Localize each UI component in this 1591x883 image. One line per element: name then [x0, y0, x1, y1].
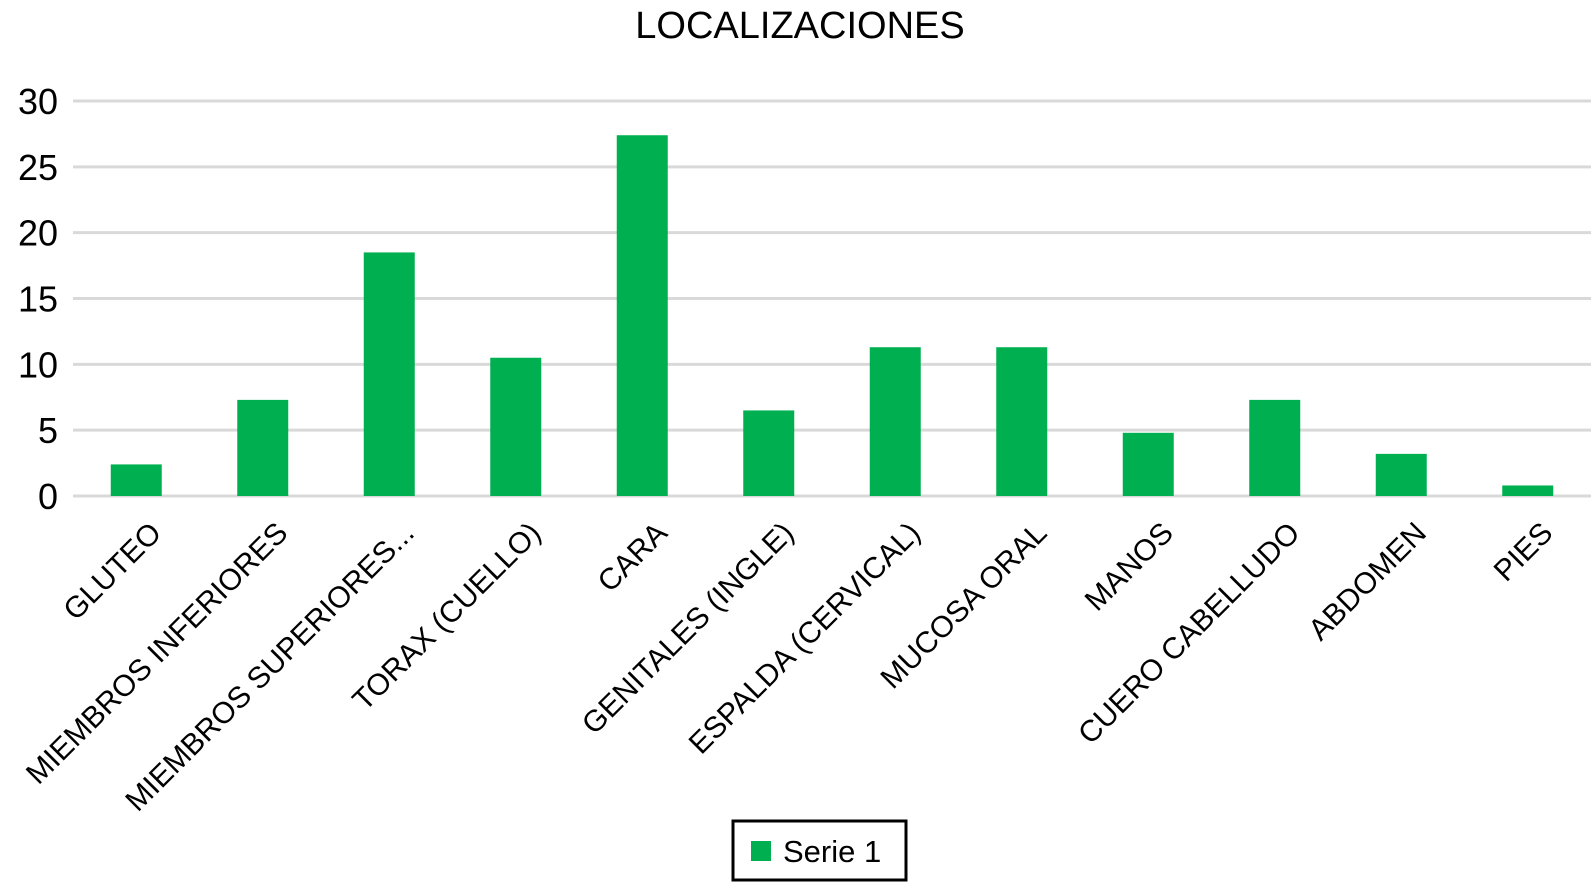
- x-tick-label: ESPALDA (CERVICAL): [683, 516, 927, 760]
- bar-6: [869, 347, 921, 496]
- x-tick-label: ABDOMEN: [1302, 516, 1433, 647]
- bar-5: [743, 410, 795, 496]
- bar-8: [1122, 432, 1174, 496]
- x-tick-label: CUERO CABELLUDO: [1072, 516, 1306, 750]
- bar-2: [363, 252, 415, 496]
- y-tick-label: 20: [18, 213, 58, 254]
- bar-11: [1502, 485, 1554, 496]
- chart-title: LOCALIZACIONES: [635, 5, 964, 47]
- bar-0: [110, 464, 162, 496]
- legend: Serie 1: [731, 819, 908, 882]
- y-tick-label: 5: [38, 410, 58, 451]
- y-tick-label: 0: [38, 476, 58, 517]
- bar-4: [616, 135, 668, 496]
- y-axis: 0 5 10 15 20 25 30: [18, 81, 58, 517]
- bar-7: [996, 347, 1048, 496]
- bars: [110, 135, 1554, 496]
- legend-swatch: [751, 841, 771, 861]
- gridlines: [73, 99, 1591, 498]
- x-tick-label: GLUTEO: [57, 516, 168, 627]
- y-tick-label: 30: [18, 81, 58, 122]
- bar-3: [490, 357, 542, 496]
- y-tick-label: 15: [18, 279, 58, 320]
- x-tick-label: MIEMBROS INFERIORES: [20, 516, 294, 790]
- bar-1: [237, 399, 289, 496]
- x-tick-label: GENITALES (INGLE): [576, 516, 801, 741]
- x-tick-label: CARA: [592, 516, 674, 598]
- y-tick-label: 10: [18, 344, 58, 385]
- x-tick-label: MANOS: [1079, 516, 1180, 617]
- x-tick-label: PIES: [1488, 516, 1560, 588]
- legend-label: Serie 1: [783, 834, 881, 869]
- bar-9: [1249, 399, 1301, 496]
- bar-10: [1375, 453, 1427, 496]
- y-tick-label: 25: [18, 147, 58, 188]
